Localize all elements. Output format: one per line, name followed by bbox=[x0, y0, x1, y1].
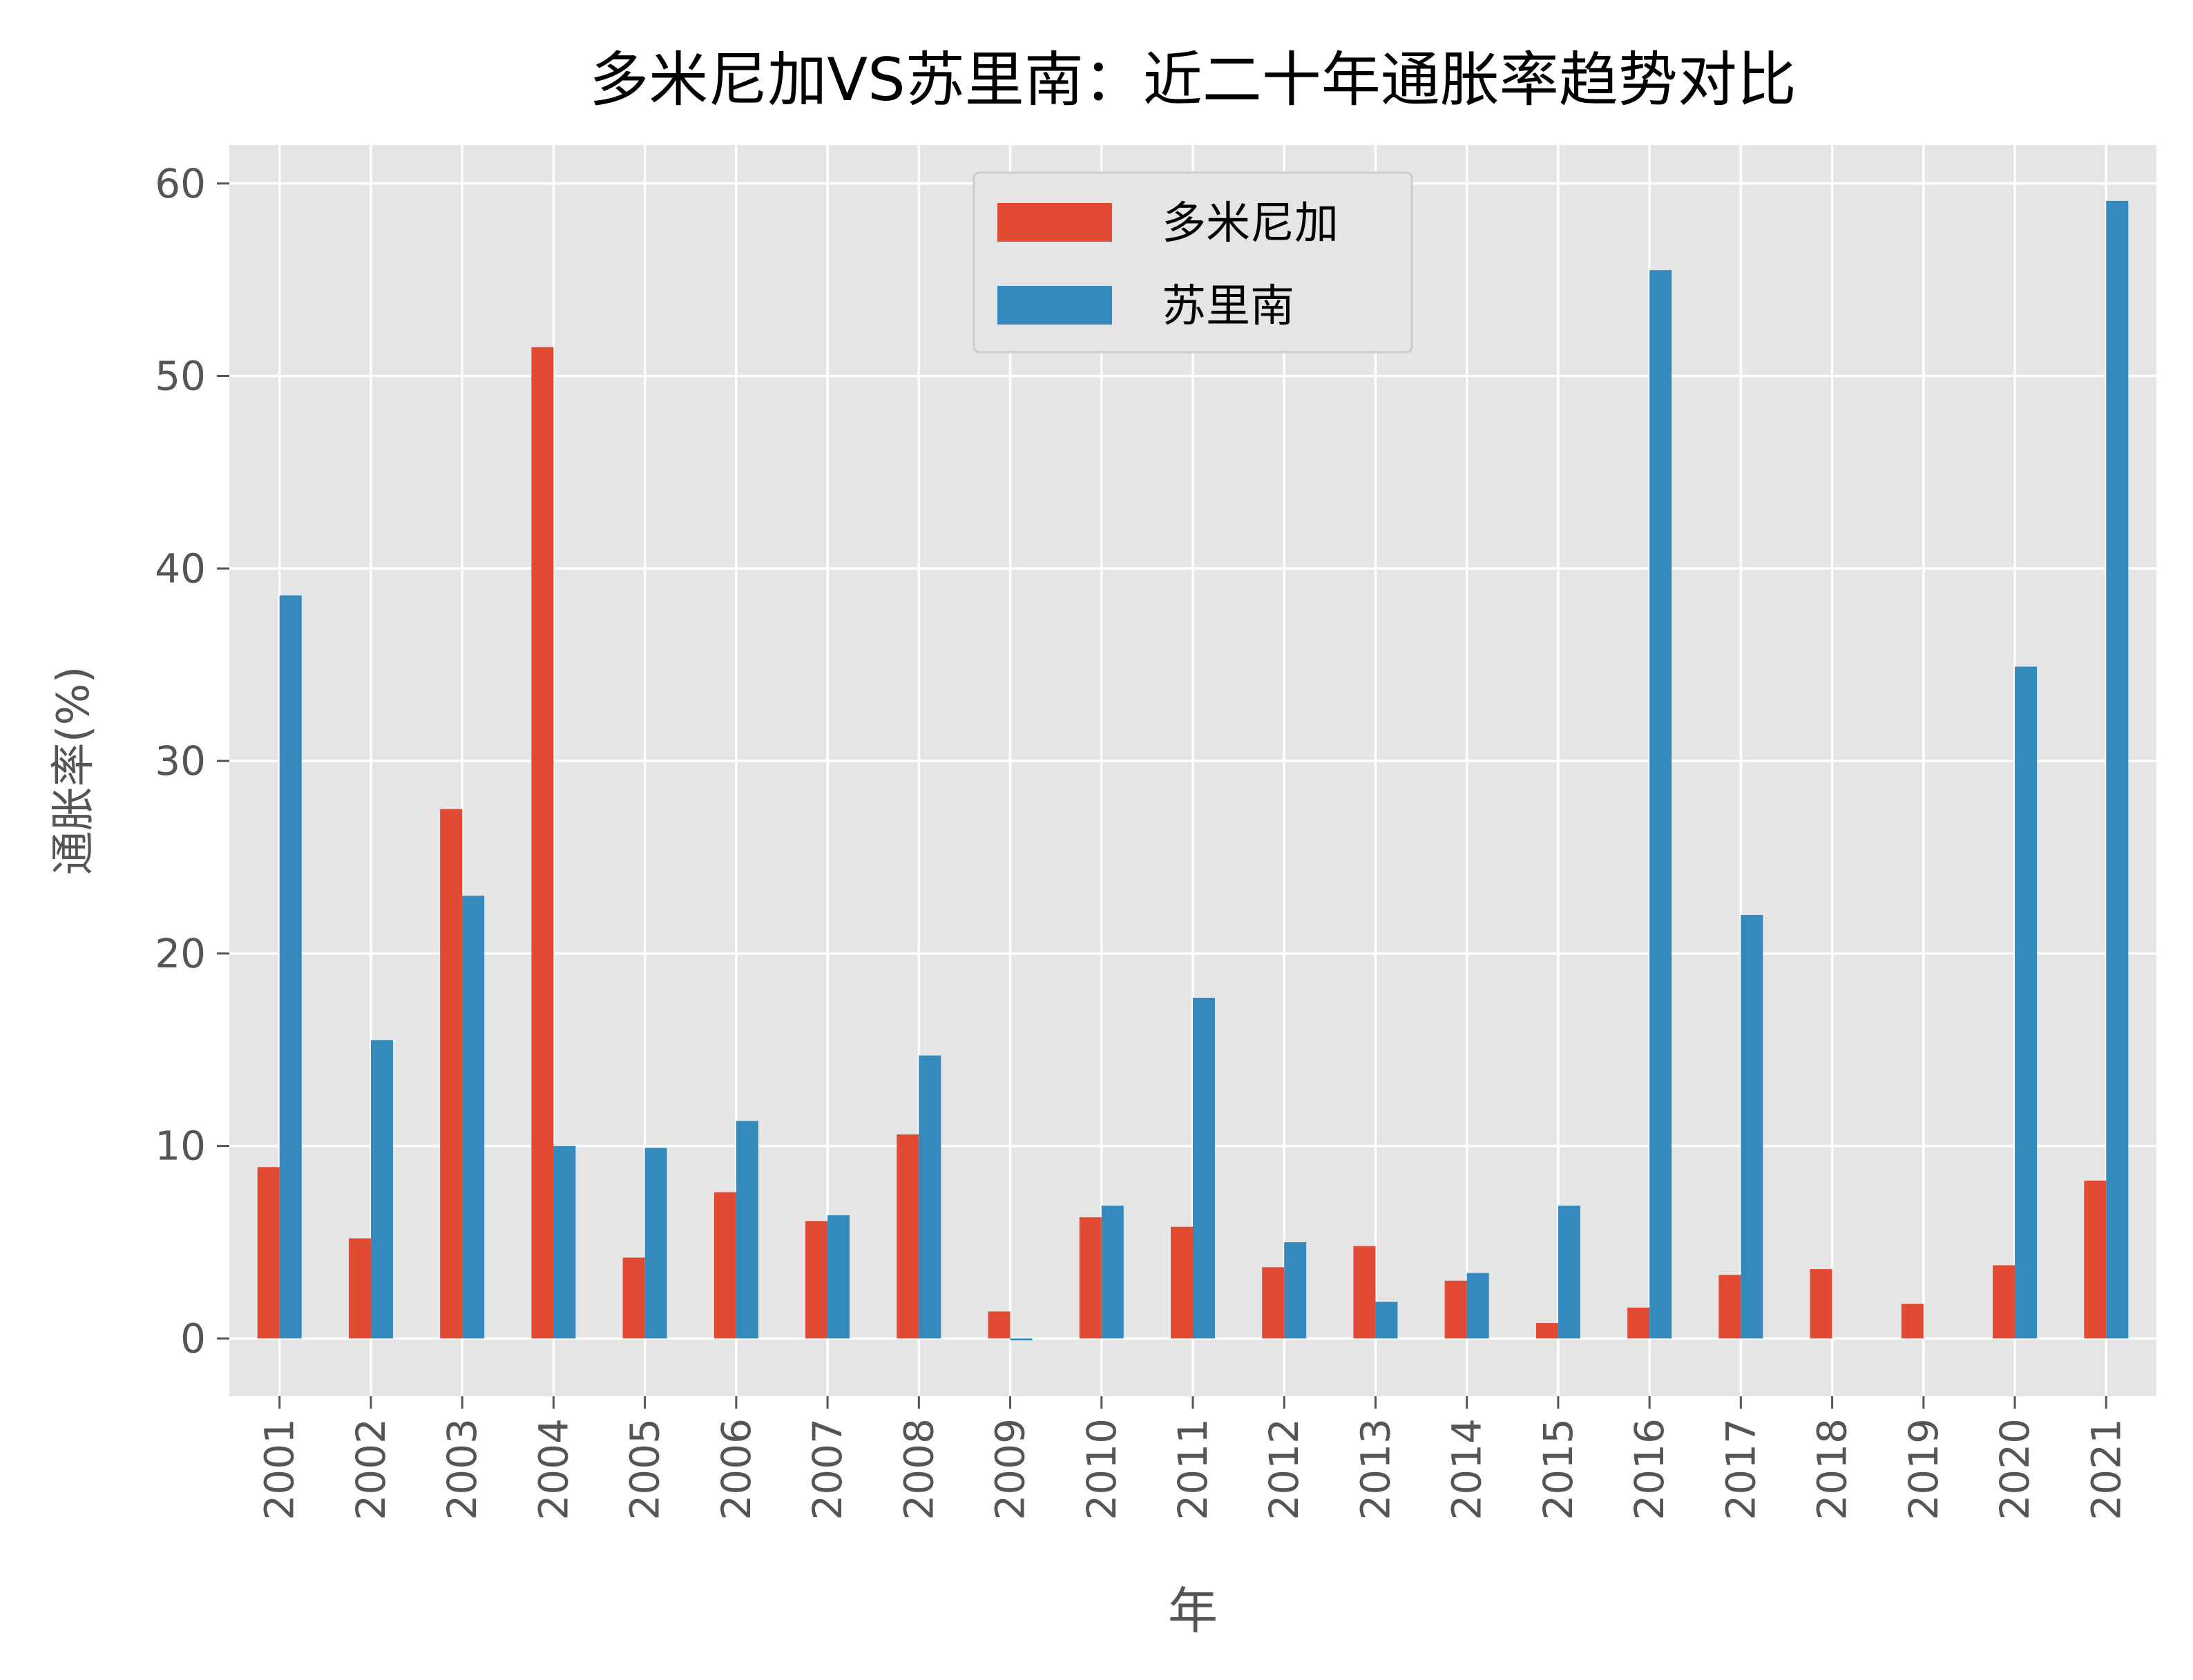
bar-suriname bbox=[370, 1040, 393, 1339]
bar-dominica bbox=[2084, 1180, 2107, 1339]
y-tick-label: 40 bbox=[155, 545, 206, 592]
bar-suriname bbox=[553, 1146, 576, 1339]
y-axis-label: 通胀率(%) bbox=[48, 666, 99, 876]
x-axis-label: 年 bbox=[1168, 1582, 1218, 1640]
bar-suriname bbox=[2015, 666, 2038, 1339]
x-tick-label: 2010 bbox=[1078, 1418, 1125, 1520]
y-tick-label: 20 bbox=[155, 930, 206, 977]
legend-swatch-dominica bbox=[997, 203, 1112, 242]
bar-suriname bbox=[1558, 1206, 1580, 1339]
legend-label-dominica: 多米尼加 bbox=[1162, 198, 1339, 249]
bar-dominica bbox=[1444, 1280, 1467, 1339]
bar-dominica bbox=[622, 1257, 645, 1339]
bar-dominica bbox=[1262, 1267, 1285, 1339]
bar-suriname bbox=[1010, 1338, 1033, 1341]
bars bbox=[257, 200, 2129, 1341]
bar-dominica bbox=[1901, 1304, 1924, 1339]
bar-suriname bbox=[1466, 1273, 1489, 1339]
bar-suriname bbox=[827, 1215, 850, 1339]
x-tick-label: 2003 bbox=[439, 1418, 486, 1520]
bar-suriname bbox=[279, 595, 302, 1339]
axes: 0 10 20 30 40 50 60 2001 2002 2003 2004 2005 2006 200… bbox=[155, 160, 2129, 1520]
bar-suriname bbox=[1649, 270, 1672, 1339]
bar-dominica bbox=[1171, 1226, 1193, 1339]
bar-suriname bbox=[919, 1055, 941, 1339]
chart-title: 多米尼加VS苏里南：近二十年通胀率趋势对比 bbox=[589, 46, 1796, 115]
legend-swatch-suriname bbox=[997, 286, 1112, 325]
bar-suriname bbox=[736, 1121, 758, 1339]
x-tick-label: 2014 bbox=[1444, 1418, 1491, 1520]
x-tick-label: 2004 bbox=[530, 1418, 577, 1520]
bar-dominica bbox=[348, 1238, 371, 1339]
x-tick-label: 2017 bbox=[1717, 1418, 1764, 1520]
x-tick-label: 2018 bbox=[1809, 1418, 1856, 1520]
bar-dominica bbox=[988, 1311, 1011, 1339]
x-tick-label: 2006 bbox=[713, 1418, 760, 1520]
x-tick-label: 2002 bbox=[347, 1418, 394, 1520]
y-tick-label: 10 bbox=[155, 1123, 206, 1170]
bar-dominica bbox=[1993, 1265, 2015, 1339]
x-tick-label: 2016 bbox=[1626, 1418, 1673, 1520]
bar-dominica bbox=[805, 1221, 828, 1339]
x-tick-label: 2013 bbox=[1352, 1418, 1399, 1520]
legend-label-suriname: 苏里南 bbox=[1162, 281, 1294, 332]
bar-dominica bbox=[257, 1167, 280, 1339]
bar-dominica bbox=[1535, 1323, 1558, 1339]
x-tick-label: 2008 bbox=[895, 1418, 942, 1520]
bar-dominica bbox=[1810, 1269, 1832, 1339]
bar-dominica bbox=[1627, 1307, 1650, 1339]
bar-suriname bbox=[1375, 1302, 1398, 1339]
bar-suriname bbox=[1101, 1206, 1124, 1339]
y-tick-label: 0 bbox=[180, 1315, 206, 1362]
bar-dominica bbox=[1079, 1217, 1102, 1339]
bar-suriname bbox=[1284, 1242, 1307, 1339]
x-tick-label: 2005 bbox=[622, 1418, 669, 1520]
bar-suriname bbox=[1741, 915, 1763, 1339]
x-tick-label: 2011 bbox=[1169, 1418, 1216, 1520]
y-tick-label: 30 bbox=[155, 737, 206, 784]
y-tick-label: 60 bbox=[155, 160, 206, 207]
bar-dominica bbox=[440, 809, 463, 1339]
bar-dominica bbox=[897, 1134, 919, 1339]
x-tick-label: 2020 bbox=[1991, 1418, 2038, 1520]
legend: 多米尼加 苏里南 bbox=[973, 171, 1413, 354]
x-tick-label: 2009 bbox=[987, 1418, 1034, 1520]
bar-suriname bbox=[1193, 997, 1215, 1339]
bar-dominica bbox=[531, 347, 554, 1339]
bar-suriname bbox=[2106, 200, 2129, 1339]
x-tick-label: 2019 bbox=[1900, 1418, 1947, 1520]
bar-dominica bbox=[1353, 1246, 1376, 1339]
y-tick-label: 50 bbox=[155, 353, 206, 400]
bar-suriname bbox=[644, 1148, 667, 1339]
x-tick-label: 2001 bbox=[256, 1418, 303, 1520]
x-tick-label: 2015 bbox=[1535, 1418, 1582, 1520]
x-tick-label: 2007 bbox=[804, 1418, 851, 1520]
bar-suriname bbox=[462, 896, 485, 1339]
x-tick-label: 2021 bbox=[2082, 1418, 2129, 1520]
x-tick-label: 2012 bbox=[1261, 1418, 1308, 1520]
bar-dominica bbox=[1718, 1275, 1741, 1339]
bar-dominica bbox=[714, 1192, 736, 1339]
